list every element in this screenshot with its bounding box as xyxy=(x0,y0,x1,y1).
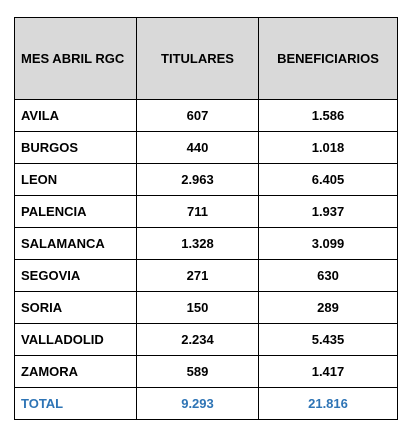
cell-value: 271 xyxy=(136,259,259,292)
cell-value: 21.816 xyxy=(258,387,398,420)
cell-value: 6.405 xyxy=(258,163,398,196)
table-row: BURGOS 440 1.018 xyxy=(14,131,398,164)
cell-value: 630 xyxy=(258,259,398,292)
table-body: AVILA 607 1.586 BURGOS 440 1.018 LEON 2.963 6.40… xyxy=(14,99,398,420)
header-cell: MES ABRIL RGC xyxy=(14,17,137,100)
row-label: SEGOVIA xyxy=(14,259,137,292)
cell-value: 3.099 xyxy=(258,227,398,260)
cell-value: 9.293 xyxy=(136,387,259,420)
cell-value: 1.328 xyxy=(136,227,259,260)
table-row: LEON 2.963 6.405 xyxy=(14,163,398,196)
total-row: TOTAL 9.293 21.816 xyxy=(14,387,398,420)
cell-value: 1.018 xyxy=(258,131,398,164)
cell-value: 2.963 xyxy=(136,163,259,196)
cell-value: 1.586 xyxy=(258,99,398,132)
row-label: ZAMORA xyxy=(14,355,137,388)
row-label: TOTAL xyxy=(14,387,137,420)
table-row: ZAMORA 589 1.417 xyxy=(14,355,398,388)
table-row: PALENCIA 711 1.937 xyxy=(14,195,398,228)
data-table: MES ABRIL RGC TITULARES BENEFICIARIOS AV… xyxy=(14,17,398,420)
header-cell: TITULARES xyxy=(136,17,259,100)
cell-value: 1.417 xyxy=(258,355,398,388)
row-label: PALENCIA xyxy=(14,195,137,228)
cell-value: 589 xyxy=(136,355,259,388)
row-label: SORIA xyxy=(14,291,137,324)
cell-value: 440 xyxy=(136,131,259,164)
table-row: SALAMANCA 1.328 3.099 xyxy=(14,227,398,260)
header-cell: BENEFICIARIOS xyxy=(258,17,398,100)
row-label: SALAMANCA xyxy=(14,227,137,260)
row-label: BURGOS xyxy=(14,131,137,164)
cell-value: 1.937 xyxy=(258,195,398,228)
table-row: AVILA 607 1.586 xyxy=(14,99,398,132)
row-label: VALLADOLID xyxy=(14,323,137,356)
table-row: SEGOVIA 271 630 xyxy=(14,259,398,292)
cell-value: 150 xyxy=(136,291,259,324)
row-label: AVILA xyxy=(14,99,137,132)
cell-value: 289 xyxy=(258,291,398,324)
table-row: SORIA 150 289 xyxy=(14,291,398,324)
cell-value: 607 xyxy=(136,99,259,132)
table-row: VALLADOLID 2.234 5.435 xyxy=(14,323,398,356)
cell-value: 5.435 xyxy=(258,323,398,356)
cell-value: 711 xyxy=(136,195,259,228)
cell-value: 2.234 xyxy=(136,323,259,356)
row-label: LEON xyxy=(14,163,137,196)
header-row: MES ABRIL RGC TITULARES BENEFICIARIOS xyxy=(14,17,398,100)
